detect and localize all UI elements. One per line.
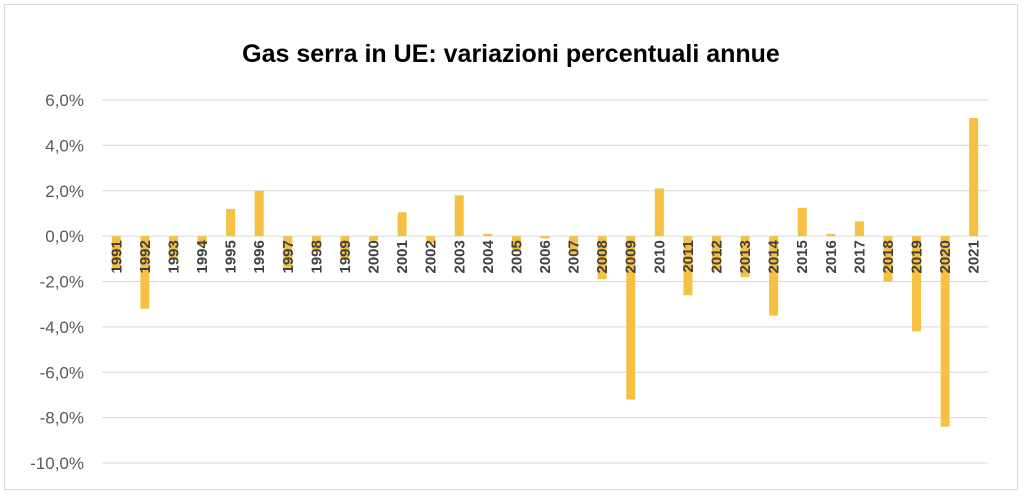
x-tick-label: 1994 <box>194 239 211 273</box>
x-tick-label: 2007 <box>566 240 583 273</box>
bar-2010 <box>654 188 664 237</box>
bar-2012 <box>711 236 721 271</box>
bar-2007 <box>569 236 579 255</box>
x-tick-label: 2013 <box>737 240 754 273</box>
x-tick-label: 2020 <box>937 240 954 273</box>
y-tick-label: -8,0% <box>40 409 84 428</box>
x-axis: 1991 1992 1993 1994 1995 1996 1997 1998 1999 2000… <box>108 239 982 273</box>
chart-title: Gas serra in UE: variazioni percentuali … <box>242 40 780 68</box>
x-tick-label: 2008 <box>594 240 611 273</box>
x-tick-label: 1997 <box>280 240 297 273</box>
x-tick-label: 1993 <box>165 240 182 273</box>
bar-2014 <box>769 236 779 316</box>
bar-2021 <box>969 118 979 237</box>
gridlines <box>102 99 988 464</box>
y-tick-label: -2,0% <box>40 273 84 292</box>
x-tick-label: 1995 <box>223 240 240 273</box>
y-axis: 6,0% 4,0% 2,0% 0,0% -2,0% -4,0% -6,0% -8,0% -10,… <box>30 91 84 473</box>
x-tick-label: 1998 <box>308 240 325 273</box>
x-tick-label: 1996 <box>251 240 268 273</box>
bar-1999 <box>340 236 350 259</box>
x-tick-label: 2006 <box>537 240 554 273</box>
bar-2018 <box>883 236 893 282</box>
x-tick-label: 2000 <box>366 240 383 273</box>
bar-1996 <box>254 190 264 237</box>
bar-1991 <box>111 236 121 268</box>
x-tick-label: 2017 <box>851 240 868 273</box>
y-tick-label: -10,0% <box>30 454 84 473</box>
x-tick-label: 2009 <box>623 240 640 273</box>
bar-2008 <box>597 236 607 280</box>
x-tick-label: 2005 <box>508 240 525 273</box>
bar-2001 <box>397 212 407 237</box>
x-tick-label: 1991 <box>108 240 125 273</box>
y-tick-label: 4,0% <box>45 136 84 155</box>
bar-2013 <box>740 236 750 277</box>
bar-2003 <box>454 195 464 237</box>
x-tick-label: 2018 <box>880 240 897 273</box>
x-tick-label: 2021 <box>966 240 983 273</box>
x-tick-label: 1992 <box>137 240 154 273</box>
bar-1997 <box>283 236 293 268</box>
bar-2006 <box>540 236 550 239</box>
x-tick-label: 2011 <box>680 240 697 273</box>
bar-2017 <box>854 221 864 237</box>
bar-2015 <box>797 207 807 237</box>
bar-1992 <box>140 236 150 309</box>
bar-2000 <box>369 236 379 241</box>
x-tick-label: 1999 <box>337 240 354 273</box>
bar-2011 <box>683 236 693 296</box>
bars <box>111 118 979 427</box>
x-tick-label: 2015 <box>794 240 811 273</box>
x-tick-label: 2003 <box>451 240 468 273</box>
x-tick-label: 2019 <box>909 240 926 273</box>
x-tick-label: 2001 <box>394 240 411 273</box>
bar-1994 <box>197 236 207 246</box>
x-tick-label: 2004 <box>480 239 497 273</box>
bar-2016 <box>826 233 836 237</box>
bar-1995 <box>226 208 236 237</box>
bar-2002 <box>426 236 436 243</box>
bar-1993 <box>168 236 178 259</box>
bar-2005 <box>511 236 521 250</box>
x-tick-label: 2012 <box>708 240 725 273</box>
bar-2019 <box>912 236 922 332</box>
x-tick-label: 2014 <box>766 239 783 273</box>
x-tick-label: 2002 <box>423 240 440 273</box>
bar-2009 <box>626 236 636 400</box>
bar-1998 <box>311 236 321 250</box>
y-tick-label: -4,0% <box>40 318 84 337</box>
y-tick-label: 2,0% <box>45 182 84 201</box>
y-tick-label: -6,0% <box>40 363 84 382</box>
bar-2004 <box>483 233 493 237</box>
bar-2020 <box>940 236 950 427</box>
y-tick-label: 6,0% <box>45 91 84 110</box>
x-tick-label: 2010 <box>651 240 668 273</box>
x-tick-label: 2016 <box>823 240 840 273</box>
y-tick-label: 0,0% <box>45 227 84 246</box>
